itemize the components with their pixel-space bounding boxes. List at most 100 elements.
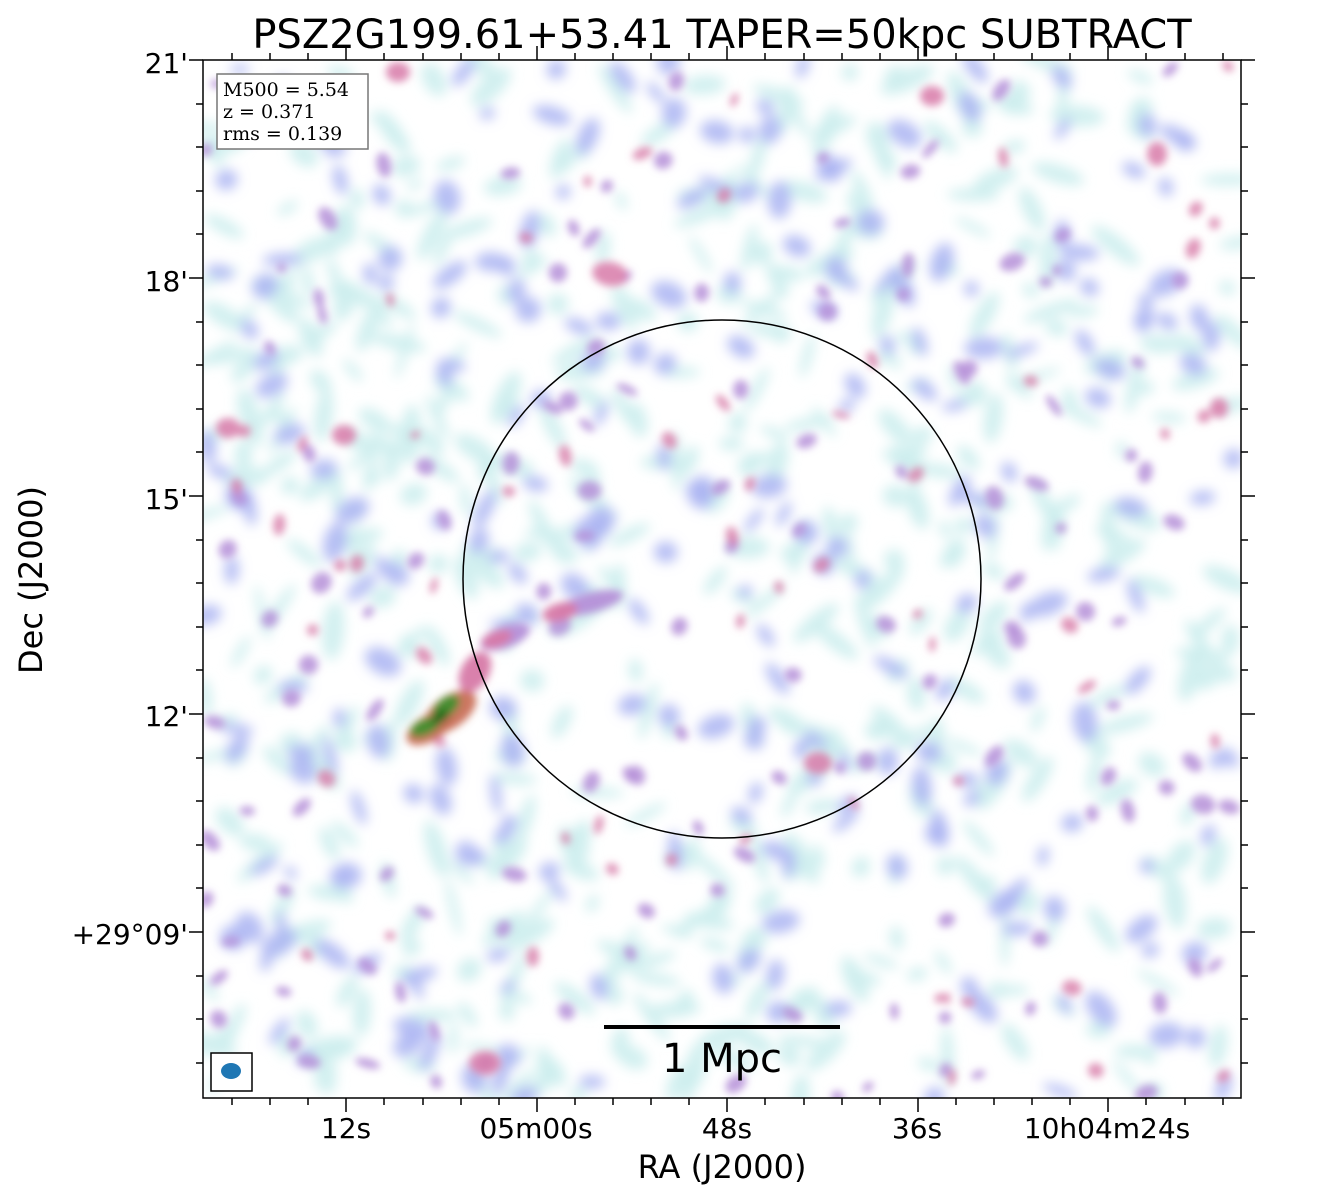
- emission-blob: [743, 728, 765, 750]
- emission-blob: [366, 723, 390, 759]
- emission-blob: [939, 1062, 952, 1077]
- emission-blob: [1022, 756, 1054, 802]
- emission-blob: [319, 827, 340, 860]
- emission-blob: [260, 928, 298, 958]
- emission-blob: [309, 369, 332, 394]
- emission-blob: [218, 539, 237, 559]
- emission-blob: [1085, 805, 1099, 822]
- emission-blob: [400, 906, 424, 944]
- emission-blob: [884, 65, 905, 87]
- emission-blob: [805, 731, 828, 750]
- emission-blob: [369, 586, 396, 608]
- emission-blob: [1175, 646, 1231, 663]
- emission-blob: [491, 772, 538, 785]
- emission-blob: [744, 476, 756, 491]
- emission-blob: [700, 120, 734, 144]
- emission-blob: [515, 460, 534, 478]
- emission-blob: [386, 292, 395, 307]
- emission-blob: [507, 405, 525, 428]
- emission-blob: [1147, 142, 1167, 166]
- emission-blob: [1001, 921, 1034, 936]
- emission-blob: [495, 920, 511, 938]
- emission-blob: [259, 950, 273, 972]
- emission-blob: [560, 573, 590, 602]
- emission-blob: [251, 273, 279, 299]
- emission-blob: [1030, 482, 1060, 528]
- emission-blob: [739, 451, 762, 477]
- emission-blob: [790, 1073, 810, 1098]
- emission-blob: [978, 630, 1010, 669]
- emission-blob: [1176, 132, 1195, 152]
- emission-blob: [430, 1074, 443, 1089]
- emission-blob: [234, 439, 253, 472]
- emission-blob: [1158, 780, 1175, 795]
- emission-blob: [395, 322, 414, 379]
- emission-blob: [741, 300, 788, 319]
- emission-blob: [318, 207, 338, 231]
- emission-blob: [964, 281, 979, 297]
- emission-blob: [561, 832, 571, 845]
- emission-blob: [520, 669, 545, 692]
- emission-blob: [1030, 706, 1045, 732]
- emission-blob: [796, 433, 817, 449]
- emission-blob: [225, 1003, 246, 1040]
- emission-blob: [313, 288, 325, 309]
- emission-blob: [1087, 1063, 1104, 1078]
- emission-blob: [1013, 235, 1039, 258]
- emission-blob: [766, 1001, 789, 1024]
- emission-blob: [520, 887, 555, 934]
- emission-blob: [692, 820, 704, 836]
- emission-blob: [732, 379, 749, 399]
- emission-blob: [771, 770, 787, 785]
- emission-blob: [338, 209, 357, 246]
- emission-blob: [668, 71, 685, 91]
- emission-blob: [760, 425, 789, 441]
- emission-blob: [782, 849, 796, 878]
- emission-blob: [484, 176, 522, 196]
- emission-blob: [683, 75, 726, 95]
- emission-blob: [880, 64, 934, 95]
- emission-blob: [1111, 616, 1127, 627]
- emission-blob: [750, 241, 773, 266]
- emission-blob: [611, 1026, 629, 1058]
- emission-blob: [816, 284, 831, 300]
- emission-blob: [608, 523, 651, 547]
- emission-blob: [1084, 387, 1111, 409]
- emission-blob: [317, 305, 328, 325]
- emission-blob: [689, 235, 713, 274]
- emission-blob: [587, 338, 606, 356]
- emission-blob: [203, 122, 228, 132]
- emission-blob: [909, 608, 933, 635]
- emission-blob: [633, 992, 671, 1042]
- emission-blob: [332, 164, 348, 195]
- emission-blob: [203, 429, 217, 463]
- emission-blob: [939, 750, 957, 775]
- emission-blob: [436, 156, 465, 171]
- emission-blob: [287, 1035, 302, 1052]
- emission-blob: [1003, 739, 1038, 768]
- emission-blob: [658, 704, 680, 728]
- emission-blob: [674, 201, 730, 228]
- emission-blob: [744, 507, 764, 533]
- emission-blob: [1125, 448, 1138, 462]
- emission-blob: [936, 856, 955, 876]
- emission-blob: [1139, 334, 1180, 354]
- emission-blob: [362, 468, 381, 486]
- emission-blob: [944, 992, 951, 1005]
- emission-blob: [351, 790, 367, 825]
- emission-blob: [1187, 957, 1203, 977]
- emission-blob: [653, 541, 678, 563]
- emission-blob: [289, 756, 318, 784]
- emission-blob: [547, 293, 569, 315]
- emission-blob: [548, 263, 568, 283]
- emission-blob: [490, 774, 502, 814]
- emission-blob: [741, 224, 758, 272]
- emission-blob: [356, 302, 383, 352]
- emission-blob: [231, 478, 243, 494]
- emission-blob: [999, 252, 1025, 272]
- emission-blob: [382, 561, 410, 586]
- emission-blob: [281, 476, 299, 495]
- emission-blob: [244, 498, 257, 526]
- emission-blob: [377, 246, 403, 272]
- emission-blob: [332, 300, 353, 320]
